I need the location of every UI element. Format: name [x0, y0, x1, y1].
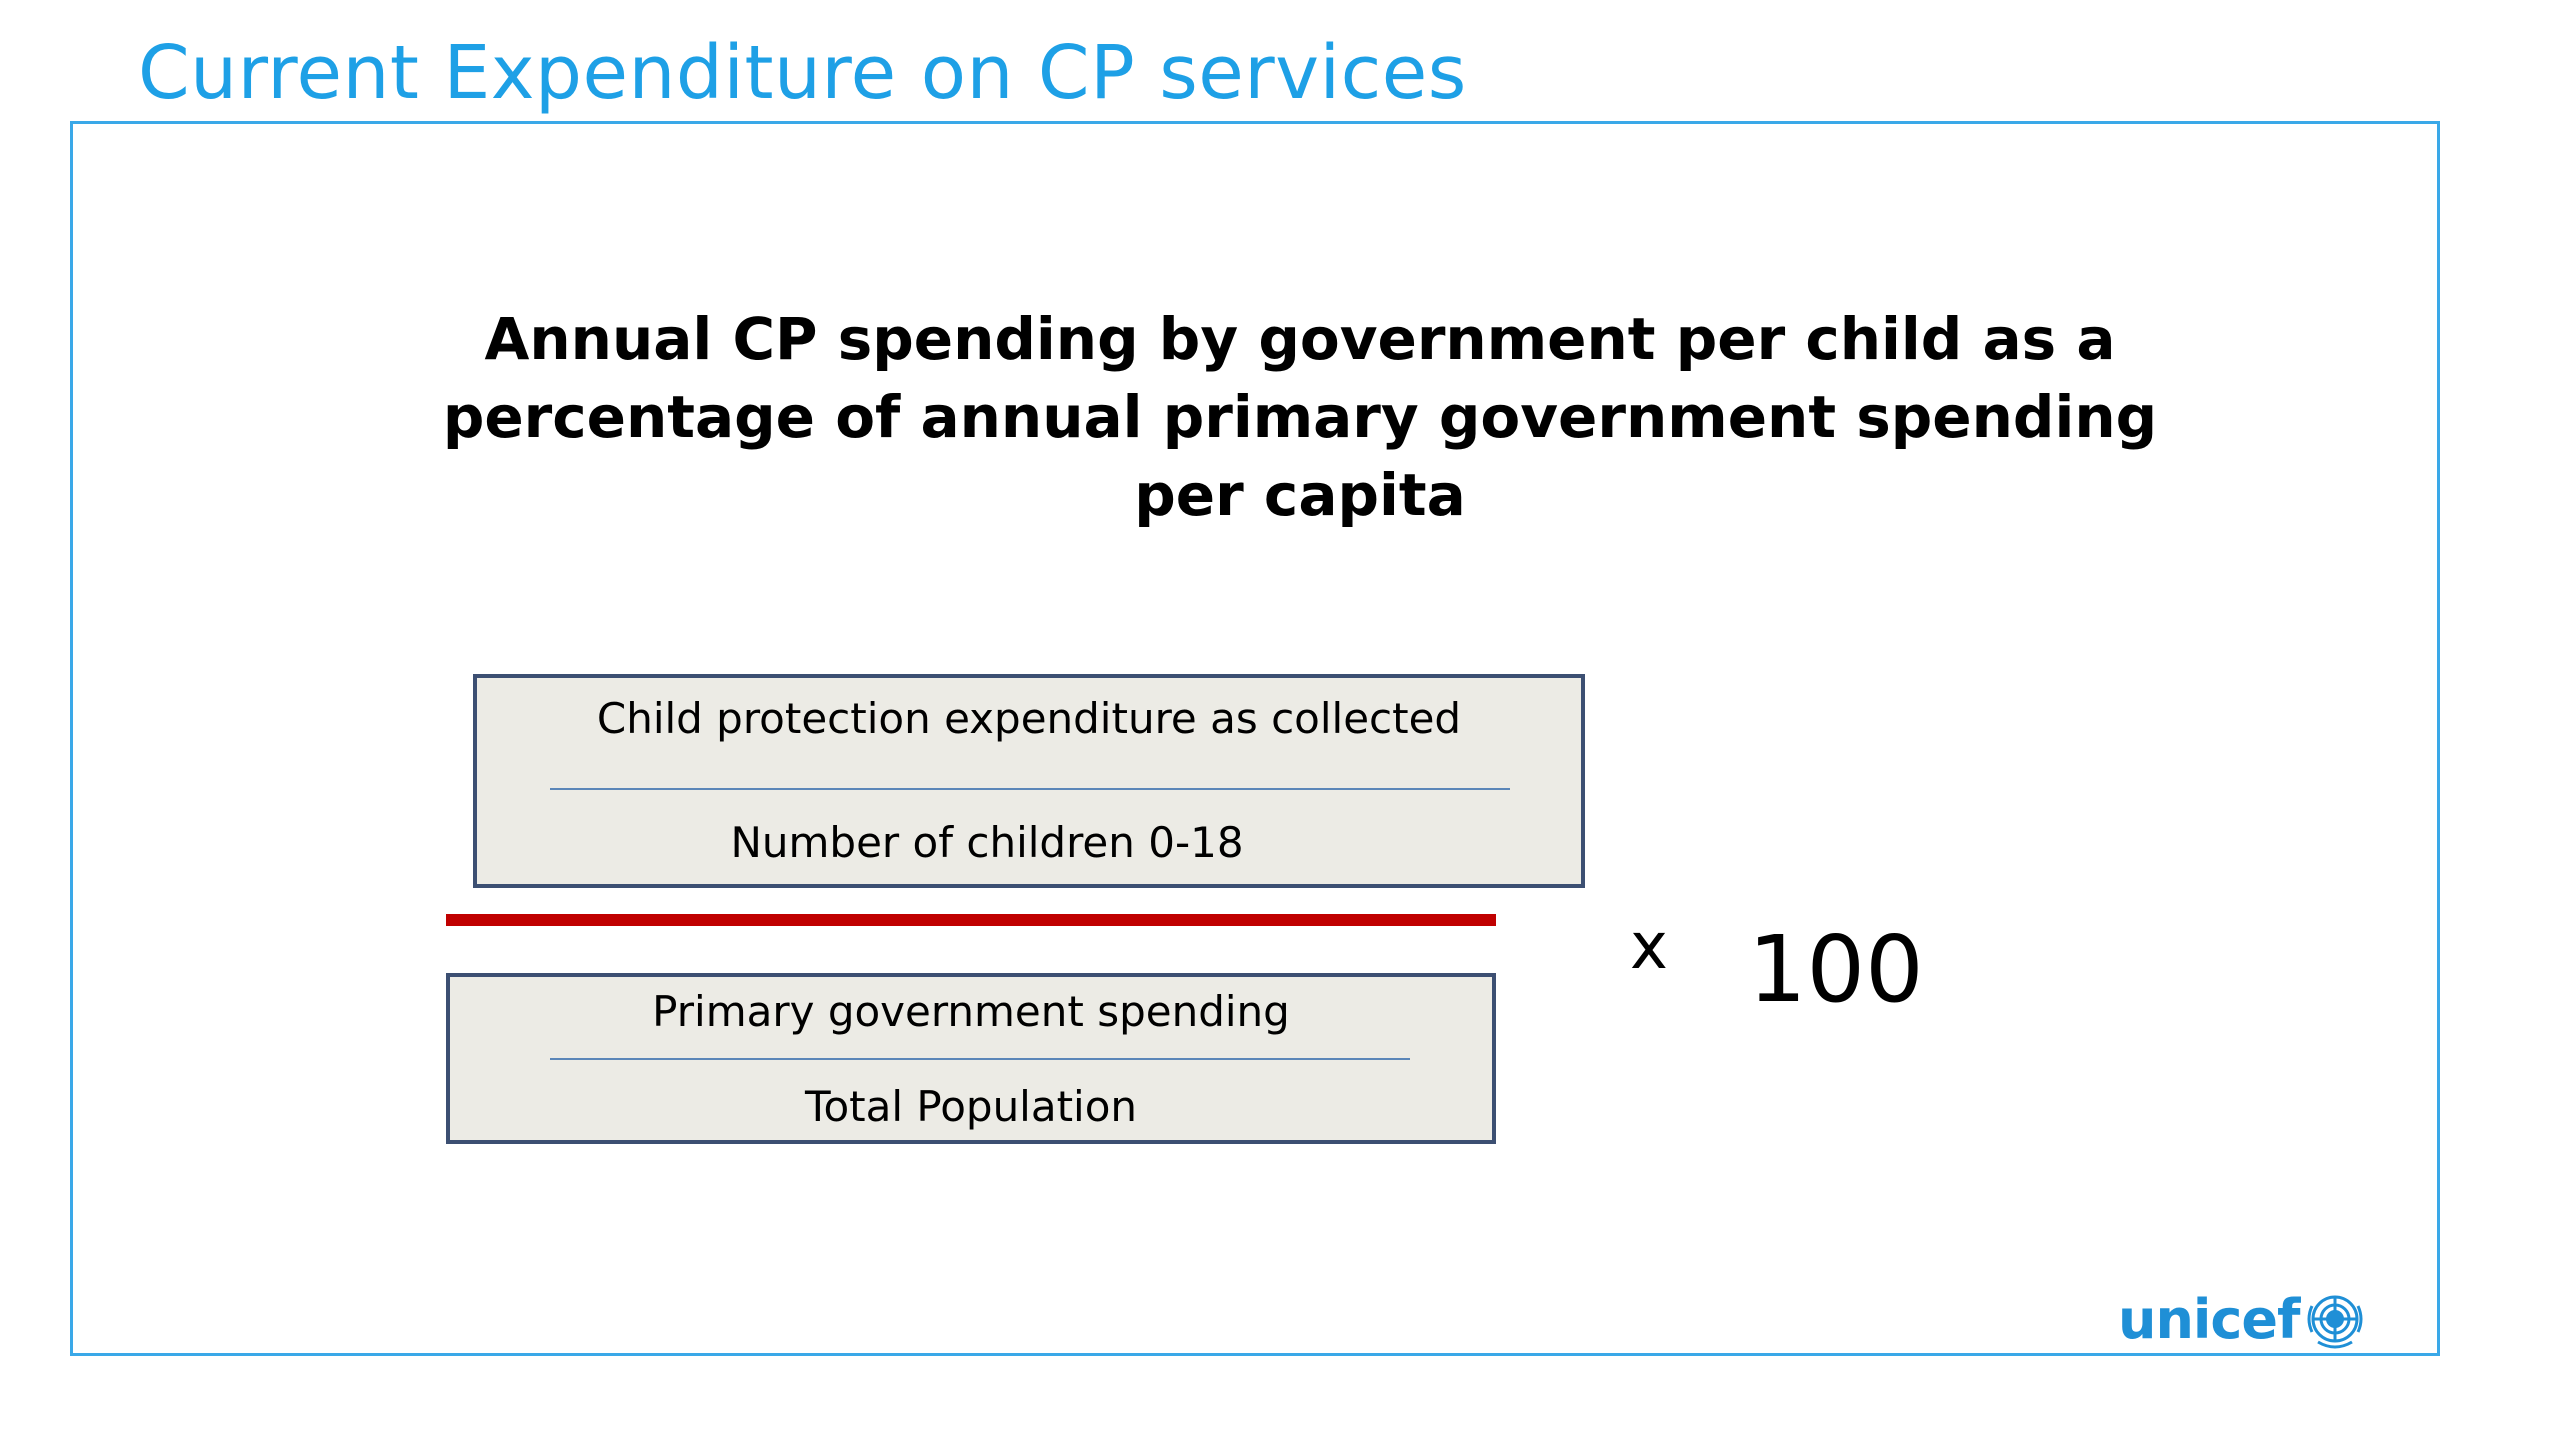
- numerator-top-label: Child protection expenditure as collecte…: [596, 694, 1462, 743]
- formula-heading: Annual CP spending by government per chi…: [400, 300, 2200, 534]
- heading-line-1: Annual CP spending by government per chi…: [484, 305, 2116, 373]
- unicef-wordmark: unicef: [2118, 1287, 2301, 1351]
- fraction-bar: [446, 914, 1496, 926]
- heading-line-2: percentage of annual primary government …: [442, 383, 2158, 451]
- multiplier-value: 100: [1748, 916, 1924, 1023]
- denominator-divider: [550, 1058, 1410, 1060]
- denominator-bottom-label: Total Population: [804, 1082, 1138, 1131]
- denominator-top-label: Primary government spending: [652, 987, 1290, 1036]
- heading-line-3: per capita: [1134, 461, 1466, 529]
- slide-title: Current Expenditure on CP services: [138, 30, 1467, 116]
- numerator-bottom-label: Number of children 0-18: [730, 818, 1244, 867]
- numerator-divider: [550, 788, 1510, 790]
- unicef-logo: unicef: [2118, 1284, 2368, 1354]
- multiply-operator: x: [1630, 910, 1668, 984]
- content-frame: [70, 121, 2440, 1356]
- denominator-box: Primary government spending Total Popula…: [446, 973, 1496, 1144]
- numerator-box: Child protection expenditure as collecte…: [473, 674, 1585, 888]
- un-emblem-icon: [2307, 1295, 2363, 1349]
